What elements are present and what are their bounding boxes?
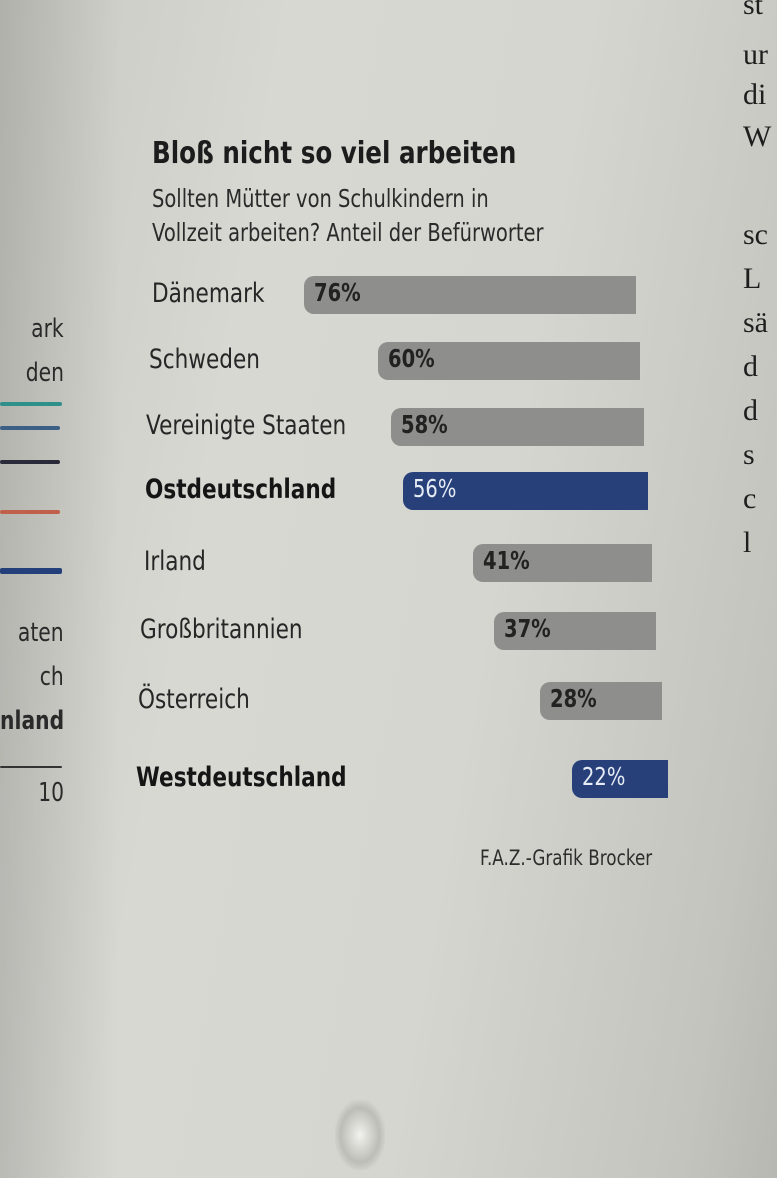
chart-subtitle-line: Sollten Mütter von Schulkindern in (152, 184, 489, 213)
bar (390, 408, 644, 446)
value-label: 60% (387, 344, 435, 373)
right-column-glyph: sc (743, 218, 768, 251)
value-label: 56% (413, 474, 457, 503)
left-margin-label: aten (18, 618, 64, 648)
right-column-glyph: l (743, 526, 752, 559)
page-fold-shadow (0, 0, 120, 1178)
right-column-glyph: d (743, 394, 758, 427)
bar (303, 276, 636, 314)
value-label: 58% (400, 410, 448, 439)
bar-row: Vereinigte Staaten 58% (0, 402, 777, 452)
value-label: 41% (482, 546, 530, 575)
bar-row: Westdeutschland 22% (0, 754, 777, 804)
chart-source: F.A.Z.-Grafik Brocker (480, 846, 653, 870)
left-margin-label: nland (0, 706, 64, 736)
category-label: Westdeutschland (136, 762, 347, 793)
bar-row: Irland 41% (0, 538, 777, 588)
right-column-glyph: L (743, 262, 762, 295)
right-column-glyph: di (743, 78, 767, 111)
chart-title: Bloß nicht so viel arbeiten (152, 136, 517, 171)
bar-row: Großbritannien 37% (0, 606, 777, 656)
bar-row: Schweden 60% (0, 336, 777, 386)
legend-line (0, 426, 60, 430)
right-column-glyph: d (743, 350, 758, 383)
right-column-glyph: c (743, 482, 757, 515)
left-margin-label: ark (31, 314, 64, 344)
value-label: 22% (581, 762, 626, 791)
chart-subtitle: Sollten Mütter von Schulkindern in Vollz… (152, 182, 589, 250)
right-column-glyph: ur (743, 38, 768, 71)
legend-line (0, 510, 60, 514)
legend-line (0, 568, 62, 574)
value-label: 76% (313, 278, 361, 307)
category-label: Großbritannien (140, 614, 303, 645)
bar (403, 472, 648, 510)
right-column-glyph: st (743, 0, 764, 21)
axis-rule (0, 766, 62, 768)
category-label: Österreich (138, 684, 250, 715)
legend-line (0, 402, 62, 406)
legend-line (0, 460, 60, 464)
value-label: 37% (504, 614, 551, 643)
right-column-glyph: sä (743, 306, 768, 339)
category-label: Irland (144, 546, 206, 577)
paper-wear-spot (335, 1100, 385, 1170)
bar-row: Dänemark 76% (0, 270, 777, 320)
bar-row: Österreich 28% (0, 676, 777, 726)
bar (571, 760, 668, 798)
category-label: Schweden (149, 344, 260, 375)
left-margin-label: 10 (38, 778, 64, 808)
left-margin-label: den (25, 358, 64, 388)
bar-row: Ostdeutschland 56% (0, 466, 777, 516)
value-label: 28% (549, 684, 597, 713)
chart-subtitle-line: Vollzeit arbeiten? Anteil der Befürworte… (152, 218, 544, 247)
category-label: Dänemark (152, 278, 265, 309)
right-column-text: st ur di W sc L sä d d s c l (735, 0, 777, 620)
category-label: Ostdeutschland (145, 474, 337, 505)
left-margin-label: ch (39, 662, 64, 692)
right-column-glyph: W (743, 120, 772, 153)
bar (494, 612, 656, 650)
bar (377, 342, 640, 380)
left-margin-graphic: ark den aten ch nland 10 (0, 300, 70, 820)
category-label: Vereinigte Staaten (146, 410, 347, 441)
bar (539, 682, 662, 720)
bar (472, 544, 652, 582)
right-column-glyph: s (743, 438, 755, 471)
